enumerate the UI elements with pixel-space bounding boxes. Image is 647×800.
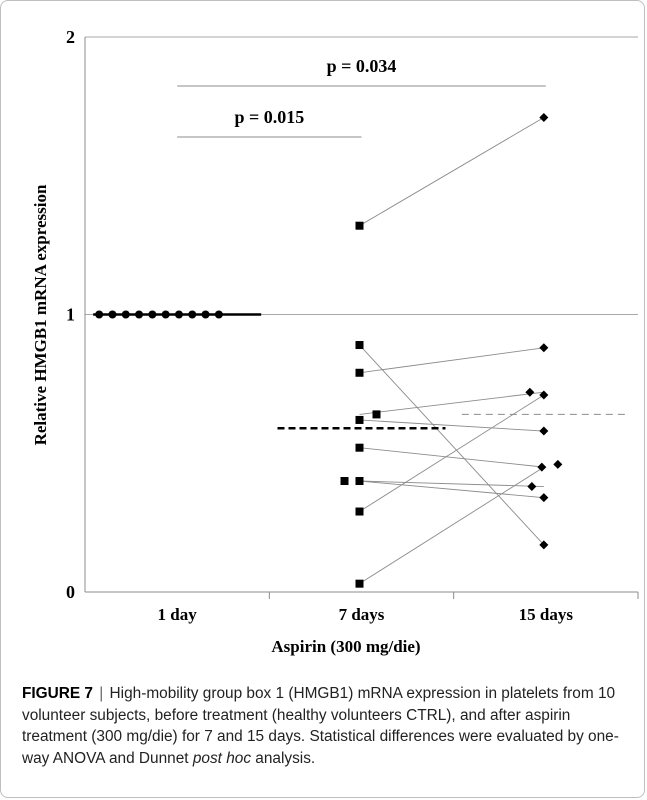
significance-label: p = 0.015 <box>234 107 304 127</box>
point-15-days <box>539 343 549 353</box>
point-7-days <box>372 410 381 419</box>
point-15-days <box>539 426 549 436</box>
x-tick-label: 7 days <box>339 605 385 624</box>
point-7-days <box>355 368 364 377</box>
pair-line <box>359 419 544 432</box>
caption-separator: | <box>99 685 104 702</box>
point-7-days <box>355 477 364 485</box>
point-1-day <box>214 310 223 319</box>
significance-label: p = 0.034 <box>327 56 397 76</box>
pair-line <box>359 466 545 585</box>
pair-line <box>359 344 545 546</box>
pair-line <box>359 394 545 512</box>
point-1-day <box>135 310 144 319</box>
point-15-days <box>525 387 535 397</box>
point-1-day <box>121 310 130 319</box>
point-1-day <box>188 310 197 319</box>
y-tick-label: 1 <box>66 305 75 325</box>
point-15-days <box>539 540 549 550</box>
pair-line <box>359 391 544 415</box>
point-15-days <box>527 482 537 492</box>
pair-line <box>359 480 544 487</box>
y-axis-label: Relative HMGB1 mRNA expression <box>31 184 50 445</box>
point-1-day <box>108 310 117 319</box>
point-15-days <box>539 493 549 503</box>
point-7-days <box>355 341 364 350</box>
point-7-days <box>355 507 364 516</box>
x-axis-label: Aspirin (300 mg/die) <box>271 637 420 656</box>
point-1-day <box>161 310 170 319</box>
point-1-day <box>148 310 157 319</box>
point-7-days <box>355 443 364 452</box>
point-7-days <box>340 477 349 485</box>
x-tick-label: 15 days <box>519 605 574 624</box>
significance-annotations: p = 0.015 p = 0.034 <box>177 56 546 138</box>
axes <box>84 37 639 599</box>
pair-line <box>359 347 544 374</box>
chart: 0 1 2 1 day 7 days 15 days p = 0.015 p = 0.03… <box>31 27 639 656</box>
grid-lines <box>85 36 638 315</box>
point-7-days <box>355 579 364 588</box>
pair-line <box>359 447 544 468</box>
point-1-day <box>174 310 183 319</box>
pair-lines <box>359 117 545 585</box>
figure-caption: FIGURE 7 | High-mobility group box 1 (HM… <box>22 683 627 769</box>
point-7-days <box>355 415 364 424</box>
point-1-day <box>201 310 210 319</box>
y-tick-label: 2 <box>66 27 75 47</box>
point-15-days <box>539 112 549 122</box>
caption-italic: post hoc <box>192 749 252 767</box>
caption-text: High-mobility group box 1 (HMGB1) mRNA e… <box>22 685 619 767</box>
x-tick-labels: 1 day 7 days 15 days <box>158 605 574 624</box>
point-7-days <box>355 221 364 230</box>
point-15-days <box>553 459 563 469</box>
point-15-days <box>537 462 547 472</box>
y-tick-label: 0 <box>66 582 75 602</box>
pair-line <box>359 117 545 227</box>
point-1-day <box>95 310 104 319</box>
y-tick-labels: 0 1 2 <box>66 27 75 602</box>
pair-line <box>359 480 544 499</box>
x-tick-label: 1 day <box>158 605 198 624</box>
caption-text-end: analysis. <box>251 749 316 767</box>
data-points <box>95 112 563 588</box>
figure-label: FIGURE 7 <box>22 685 93 702</box>
point-15-days <box>539 390 549 400</box>
